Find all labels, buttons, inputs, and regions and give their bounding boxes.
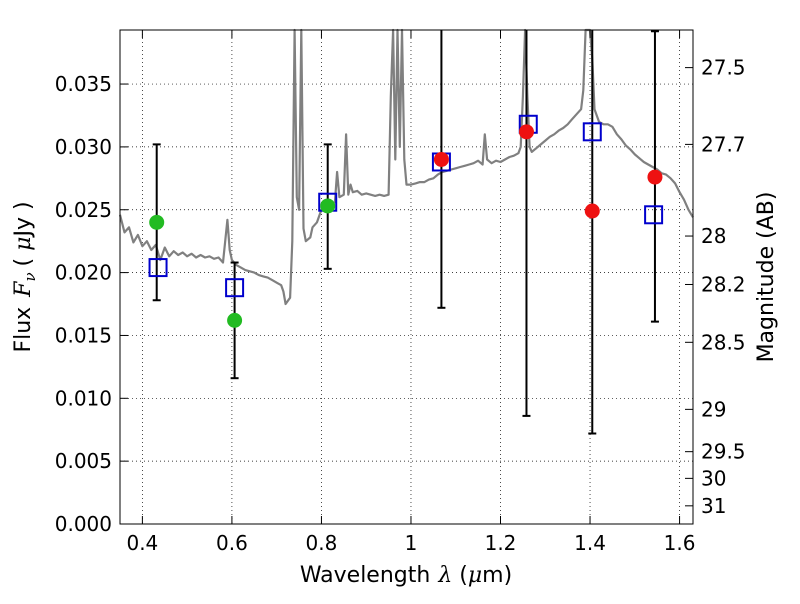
- magnitude-tick-label: 28.2: [701, 272, 746, 296]
- y-axis-label-unit-rest: Jy ): [11, 201, 36, 238]
- y-axis-label-sub: ν: [21, 272, 39, 281]
- x-tick-label: 1: [405, 531, 418, 555]
- observed-point-green: [227, 312, 243, 328]
- observed-point-red: [433, 151, 449, 167]
- magnitude-tick-label: 28.5: [701, 330, 746, 354]
- observed-point-red: [647, 169, 663, 185]
- y-axis-label: Flux Fν ( μJy ): [11, 201, 39, 352]
- model-flux-square: [582, 122, 602, 142]
- x-tick-label: 0.4: [126, 531, 158, 555]
- y-tick-label: 0.030: [55, 135, 112, 159]
- grid-lines: [120, 30, 693, 525]
- x-axis-label: Wavelength λ (μm): [300, 563, 512, 588]
- y-tick-label: 0.025: [55, 198, 112, 222]
- x-tick-label: 0.6: [216, 531, 248, 555]
- y-tick-label: 0.035: [55, 72, 112, 96]
- y-axis-label-symbol: F: [11, 281, 36, 298]
- magnitude-tick-label: 28: [701, 224, 726, 248]
- model-flux-square: [148, 258, 168, 278]
- observed-point-red: [584, 203, 600, 219]
- x-tick-label: 1.4: [574, 531, 606, 555]
- magnitude-tick-labels: 27.5 27.7 28 28.2 28.5 29 29.530 31: [701, 56, 746, 518]
- y-tick-label: 0.005: [55, 449, 112, 473]
- x-axis-label-unit-rest: m): [482, 563, 512, 588]
- magnitude-tick-label: 29: [701, 397, 726, 421]
- x-axis-label-unit-open: (: [452, 563, 468, 588]
- model-flux-square: [225, 278, 245, 298]
- magnitude-tick-label: 30: [701, 466, 726, 490]
- observed-flux-layer: [149, 124, 663, 328]
- x-axis-label-symbol: λ: [437, 563, 452, 588]
- y-tick-labels: 0.000 0.005 0.010 0.015 0.020 0.025 0.030 0.035: [55, 72, 112, 536]
- y-tick-label: 0.010: [55, 386, 112, 410]
- y-tick-label: 0.020: [55, 261, 112, 285]
- model-flux-square: [644, 205, 664, 225]
- tick-marks: [120, 30, 693, 525]
- magnitude-tick-label: 31: [701, 494, 726, 518]
- observed-point-red: [518, 124, 534, 140]
- magnitude-tick-label: 29.5: [701, 440, 746, 464]
- observed-point-green: [320, 198, 336, 214]
- y-axis-label-unit-mu: μ: [11, 237, 36, 251]
- y-tick-label: 0.000: [55, 512, 112, 536]
- x-tick-label: 1.6: [664, 531, 696, 555]
- x-axis-label-prefix: Wavelength: [300, 563, 431, 588]
- spectrum-line: [118, 28, 694, 306]
- x-axis-label-unit-mu: μ: [468, 563, 482, 588]
- magnitude-tick-label: 27.7: [701, 132, 746, 156]
- magnitude-axis-label: Magnitude (AB): [754, 192, 779, 363]
- x-tick-labels: 0.4 0.6 0.8 1 1.2 1.4 1.6: [126, 531, 695, 555]
- observed-point-green: [149, 214, 165, 230]
- y-tick-label: 0.015: [55, 323, 112, 347]
- model-flux-layer: [148, 114, 664, 298]
- y-axis-label-unit-open: (: [11, 251, 36, 267]
- x-tick-label: 0.8: [306, 531, 338, 555]
- plot-frame: [119, 29, 694, 525]
- y-axis-label-prefix: Flux: [11, 307, 36, 353]
- spectrum-layer: [118, 28, 694, 306]
- magnitude-tick-label: 27.5: [701, 56, 746, 80]
- x-tick-label: 1.2: [485, 531, 517, 555]
